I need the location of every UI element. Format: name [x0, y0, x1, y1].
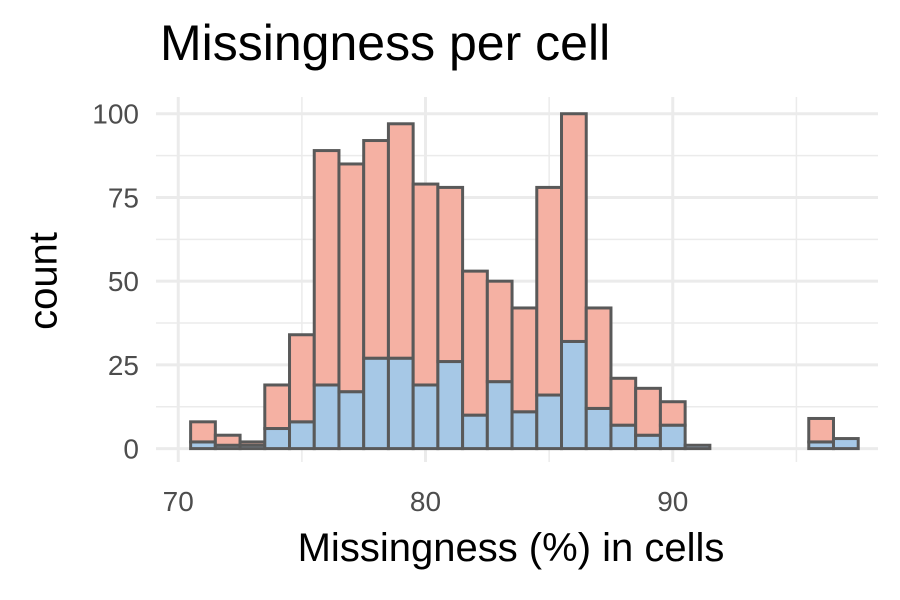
x-tick-label: 80 — [410, 486, 441, 517]
bar-series1 — [584, 406, 613, 451]
y-axis-title: count — [21, 232, 66, 330]
bar-series2 — [658, 400, 687, 427]
y-tick-label: 0 — [123, 434, 139, 465]
y-tick-label: 25 — [108, 350, 139, 381]
x-tick-label: 90 — [657, 486, 688, 517]
bar-series1 — [560, 339, 588, 451]
bar-series1 — [831, 437, 860, 451]
bar-series1 — [609, 423, 638, 451]
chart-title: Missingness per cell — [160, 15, 611, 71]
bar-series2 — [238, 440, 267, 447]
bar-series1 — [436, 360, 465, 451]
bar-series2 — [485, 279, 514, 384]
bar-series2 — [411, 182, 440, 387]
bar-series2 — [213, 433, 242, 447]
bar-series2 — [609, 376, 638, 427]
bar-series1 — [337, 390, 366, 451]
x-axis-title: Missingness (%) in cells — [297, 526, 725, 570]
bar-series2 — [263, 383, 292, 431]
bar-series1 — [634, 433, 662, 451]
bar-series1 — [288, 420, 316, 451]
bar-series2 — [807, 416, 835, 444]
bar-series1 — [658, 423, 687, 451]
bar-series2 — [362, 139, 390, 360]
y-tick-label: 75 — [108, 182, 139, 213]
bar-series2 — [584, 306, 613, 410]
bar-series2 — [312, 149, 341, 387]
bar-series2 — [288, 333, 316, 424]
y-tick-label: 50 — [108, 266, 139, 297]
y-tick-label: 100 — [92, 99, 139, 130]
bar-series1 — [535, 393, 564, 451]
x-tick-label: 70 — [163, 486, 194, 517]
bar-series1 — [683, 443, 712, 451]
bar-series2 — [436, 185, 465, 364]
bar-series1 — [312, 383, 341, 451]
bar-series2 — [461, 269, 489, 417]
bar-series2 — [535, 185, 564, 397]
bar-series2 — [337, 162, 366, 394]
bar-series1 — [386, 356, 415, 451]
bar-series2 — [510, 306, 539, 414]
bar-series1 — [411, 383, 440, 451]
bar-series1 — [510, 410, 539, 451]
bar-series1 — [263, 427, 292, 451]
bar-series1 — [362, 356, 390, 451]
bar-series2 — [560, 112, 588, 343]
bar-series1 — [485, 380, 514, 451]
bar-series2 — [634, 386, 662, 437]
bar-series2 — [386, 122, 415, 360]
bar-series2 — [189, 420, 217, 444]
bar-series1 — [461, 413, 489, 451]
